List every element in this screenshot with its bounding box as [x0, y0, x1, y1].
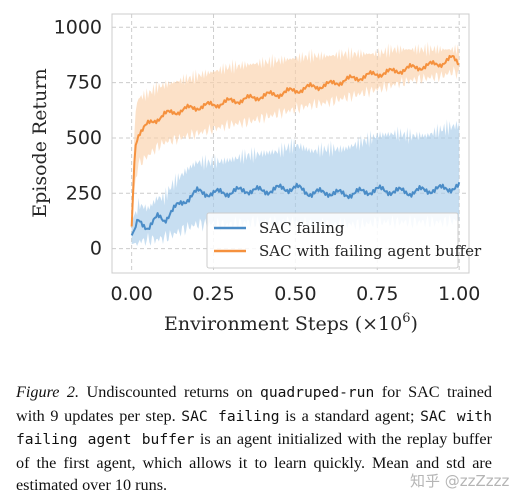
legend-box: [206, 212, 459, 269]
figure: 0 250 500 750 1000 0.00 0.25 0.50 0.75 1.00 Epis…: [29, 13, 482, 335]
y-tick-label: 250: [66, 182, 102, 204]
x-tick-label: 1.00: [438, 283, 480, 305]
caption-code-env: quadruped-run: [260, 384, 375, 401]
x-axis-label: Environment Steps (×106): [164, 311, 418, 335]
y-tick-label: 0: [90, 238, 102, 260]
caption-text-2: for SAC trained with 9 updates per step.: [16, 383, 492, 425]
mean-lines: [130, 54, 461, 236]
x-tick-label: 0.75: [356, 283, 398, 305]
line-chart: 0 250 500 750 1000 0.00 0.25 0.50 0.75 1.00 Epis…: [29, 13, 482, 335]
std-band-sac-buffer: [131, 41, 460, 234]
x-tick-label: 0.25: [192, 283, 234, 305]
mean-line-sac-failing: [130, 182, 461, 236]
figure-caption: Figure 2. Undiscounted returns on quadru…: [16, 381, 492, 497]
caption-text-4: is an agent initialized with the replay …: [16, 430, 492, 495]
watermark: 知乎 @zzZzzz: [410, 472, 510, 490]
x-tick-labels: 0.00 0.25 0.50 0.75 1.00: [110, 283, 480, 305]
legend-label-sac-buffer: SAC with failing agent buffer: [259, 242, 482, 260]
caption-text-1: Undiscounted returns on: [79, 383, 261, 401]
mean-line-sac-buffer: [130, 54, 460, 227]
x-tick-label: 0.50: [274, 283, 316, 305]
figure-label: Figure 2.: [16, 383, 80, 401]
y-tick-labels: 0 250 500 750 1000: [54, 16, 102, 259]
caption-text-3: is a standard agent;: [279, 406, 421, 425]
x-tick-label: 0.00: [110, 283, 152, 305]
legend: SAC failing SAC with failing agent buffe…: [206, 212, 482, 269]
legend-label-sac-failing: SAC failing: [259, 219, 345, 237]
y-tick-label: 750: [66, 72, 102, 94]
caption-code-sac-buffer: SAC with failing agent buffer: [16, 407, 492, 449]
y-tick-label: 1000: [54, 16, 102, 38]
caption-code-sac-failing: SAC failing: [181, 407, 280, 425]
y-tick-label: 500: [66, 127, 102, 149]
y-axis-label: Episode Return: [29, 68, 51, 218]
